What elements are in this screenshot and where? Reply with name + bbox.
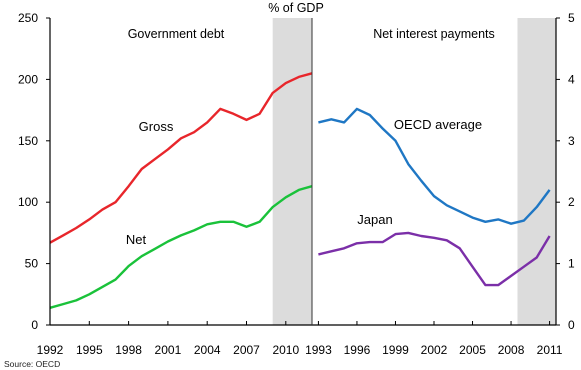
- unit-header: % of GDP: [268, 1, 324, 15]
- x-tick-label: 2001: [155, 343, 182, 357]
- series-line-gross: [49, 72, 313, 244]
- series-line-japan: [318, 231, 551, 287]
- y-tick-label: 1: [568, 257, 575, 271]
- x-tick-label: 1999: [382, 343, 409, 357]
- x-tick-label: 2005: [459, 343, 486, 357]
- x-tick-label: 1992: [37, 343, 64, 357]
- x-tick-label: 2004: [194, 343, 221, 357]
- y-tick-label: 0: [568, 318, 575, 332]
- x-tick-label: 2011: [537, 343, 563, 357]
- y-tick-label: 0: [31, 318, 38, 332]
- x-tick-label: 1996: [344, 343, 371, 357]
- series-line-net: [49, 185, 313, 309]
- x-tick-label: 1998: [115, 343, 142, 357]
- series-label-oecd-average: OECD average: [394, 117, 482, 132]
- right-panel: [517, 18, 556, 325]
- y-tick-label: 3: [568, 134, 575, 148]
- x-tick-label: 1995: [76, 343, 103, 357]
- x-tick-label: 2007: [233, 343, 260, 357]
- y-tick-label: 4: [568, 72, 575, 86]
- y-tick-label: 5: [568, 11, 575, 25]
- source-note: Source: OECD: [4, 359, 60, 369]
- panel-title-net-interest-payments: Net interest payments: [373, 27, 495, 41]
- y-tick-label: 200: [18, 72, 38, 86]
- y-tick-label: 2: [568, 195, 575, 209]
- shaded-projection-area: [272, 18, 312, 325]
- y-tick-label: 100: [18, 195, 38, 209]
- x-tick-label: 2008: [498, 343, 525, 357]
- y-tick-label: 150: [18, 134, 38, 148]
- shaded-projection-area: [517, 18, 556, 325]
- series-label-gross: Gross: [139, 119, 174, 134]
- panel-title-government-debt: Government debt: [128, 27, 225, 41]
- series-label-japan: Japan: [357, 212, 392, 227]
- series-label-net: Net: [126, 232, 147, 247]
- x-tick-label: 1993: [305, 343, 332, 357]
- y-tick-label: 250: [18, 11, 38, 25]
- x-tick-label: 2010: [272, 343, 299, 357]
- x-tick-label: 2002: [421, 343, 448, 357]
- left-panel: [272, 18, 312, 325]
- y-tick-label: 50: [25, 257, 39, 271]
- series-line-oecd-average: [318, 107, 551, 225]
